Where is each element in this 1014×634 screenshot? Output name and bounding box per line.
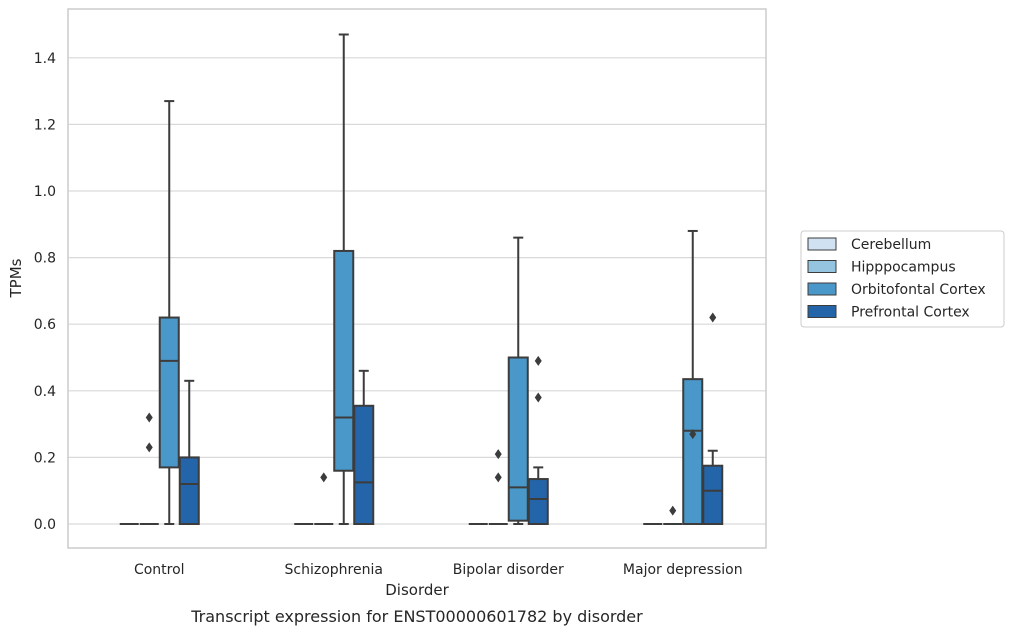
legend-swatch xyxy=(807,305,837,318)
legend-swatch xyxy=(807,260,837,273)
y-tick-label: 0.0 xyxy=(34,517,56,533)
y-tick-label: 1.2 xyxy=(34,117,56,133)
outlier-point xyxy=(709,312,717,323)
legend-frame xyxy=(800,230,1005,328)
legend-swatch xyxy=(807,237,837,251)
box-iqr xyxy=(353,404,375,525)
y-tick-label: 0.2 xyxy=(34,450,56,466)
outlier-point xyxy=(689,429,697,440)
y-tick-label: 1.4 xyxy=(34,51,56,67)
box-2-3 xyxy=(682,229,704,525)
legend: Cerebellum Hipppocampus Orbitofontal Corte… xyxy=(800,230,1005,328)
x-tick-labels: Control Schizophrenia Bipolar disorder Majo… xyxy=(134,562,743,578)
legend-swatch xyxy=(807,282,837,296)
chart-caption: Transcript expression for ENST0000060178… xyxy=(190,607,643,626)
box-3-2 xyxy=(527,355,549,526)
outlier-point xyxy=(494,449,502,460)
y-tick-label: 0.4 xyxy=(34,384,56,400)
y-tick-labels: 0.0 0.2 0.4 0.6 0.8 1.0 1.2 1.4 xyxy=(34,51,56,533)
box-3-3 xyxy=(702,312,724,526)
legend-label: Cerebellum xyxy=(851,237,931,253)
outlier-point xyxy=(669,505,677,516)
box-iqr xyxy=(178,456,200,525)
legend-label: Hipppocampus xyxy=(851,260,956,276)
x-axis-label: Disorder xyxy=(385,581,449,599)
box-iqr xyxy=(333,249,355,472)
x-tick-label: Major depression xyxy=(623,562,743,578)
x-tick-label: Schizophrenia xyxy=(285,562,383,578)
box-iqr xyxy=(158,316,180,469)
legend-label: Prefrontal Cortex xyxy=(851,305,970,321)
y-tick-label: 1.0 xyxy=(34,184,56,200)
outlier-point xyxy=(145,442,153,453)
legend-label: Orbitofontal Cortex xyxy=(851,282,986,298)
box-iqr xyxy=(527,478,549,526)
y-tick-label: 0.8 xyxy=(34,251,56,267)
box-1-3 xyxy=(663,505,683,525)
box-2-2 xyxy=(507,236,529,525)
box-1-0 xyxy=(139,412,159,525)
box-iqr xyxy=(702,464,724,526)
y-tick-label: 0.6 xyxy=(34,317,56,333)
box-3-0 xyxy=(178,379,200,525)
box-iqr xyxy=(507,356,529,522)
box-plot-marks xyxy=(119,33,724,526)
y-axis-label: TPMs xyxy=(7,258,25,298)
box-1-2 xyxy=(488,449,508,525)
box-2-0 xyxy=(158,100,180,525)
box-2-1 xyxy=(333,33,355,525)
x-tick-label: Bipolar disorder xyxy=(453,562,564,578)
x-tick-label: Control xyxy=(134,562,185,578)
plot-frame xyxy=(67,8,767,549)
box-3-1 xyxy=(353,369,375,525)
outlier-point xyxy=(320,472,328,483)
outlier-point xyxy=(534,392,542,403)
outlier-point xyxy=(534,355,542,366)
outlier-point xyxy=(145,412,153,423)
box-iqr xyxy=(682,378,704,525)
outlier-point xyxy=(494,472,502,483)
box-1-1 xyxy=(314,472,334,525)
